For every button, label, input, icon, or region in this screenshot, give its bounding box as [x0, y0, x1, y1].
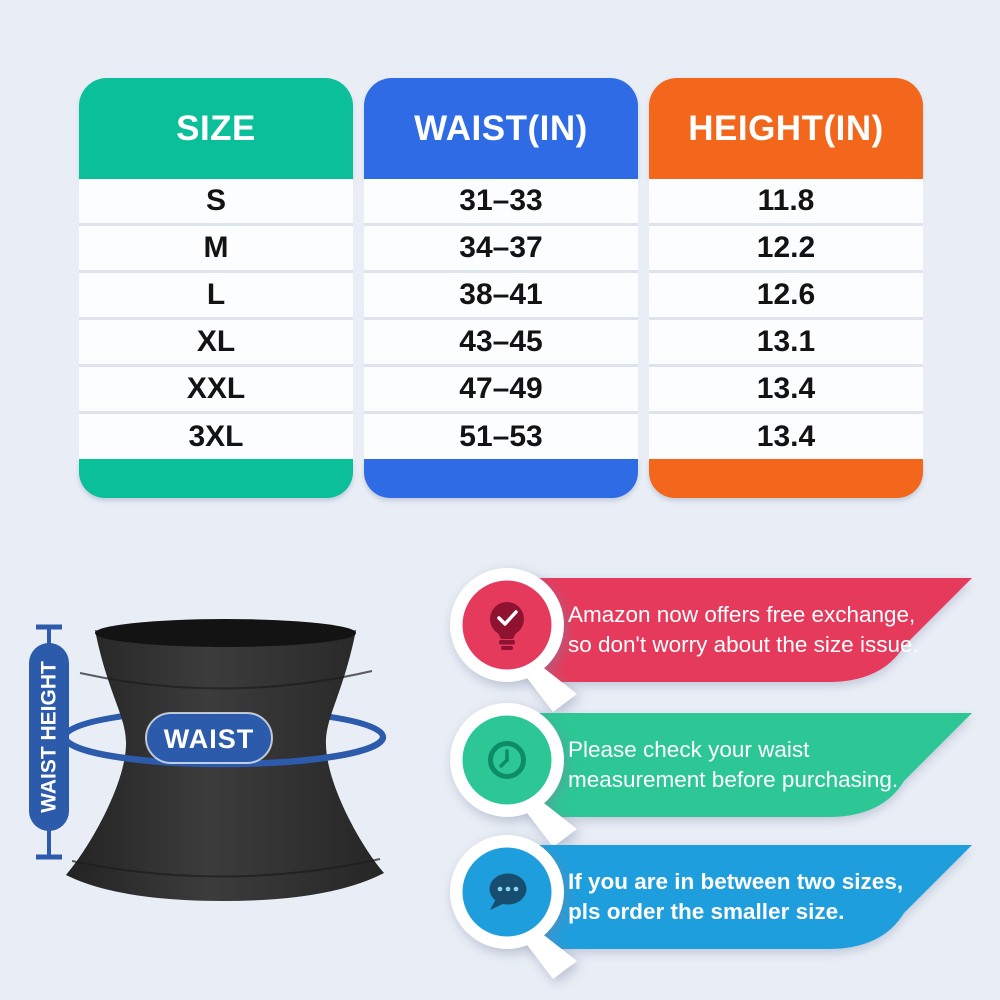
callout-between-sizes: If you are in between two sizes, pls ord…	[440, 833, 985, 983]
table-cell: 31–33	[364, 179, 638, 226]
table-cell: 11.8	[649, 179, 923, 226]
column-header-waist: WAIST(IN)	[364, 78, 638, 179]
column-footer-size	[79, 459, 353, 498]
callout-badge	[450, 703, 577, 847]
table-cell: L	[79, 273, 353, 320]
table-column-size: SIZE S M L XL XXL 3XL	[79, 78, 353, 498]
table-cell: 51–53	[459, 419, 543, 453]
seam-line-top	[79, 670, 373, 690]
table-column-height: HEIGHT(IN) 11.8 12.2 12.6 13.1 13.4 13.4	[649, 78, 923, 498]
callout-free-exchange: Amazon now offers free exchange, so don'…	[440, 566, 985, 716]
waist-height-pill	[29, 643, 69, 831]
waist-height-label: WAIST HEIGHT	[38, 661, 61, 813]
callout-text: Please check your waist measurement befo…	[568, 737, 899, 792]
table-cell: 12.6	[649, 273, 923, 320]
table-column-waist: WAIST(IN) 31–33 34–37 38–41 43–45 47–49 …	[364, 78, 638, 498]
column-footer-height	[649, 459, 923, 498]
table-cell: 13.4	[756, 419, 816, 453]
table-cell: 34–37	[364, 226, 638, 273]
callout-ribbon	[532, 713, 972, 817]
seam-line-bottom	[71, 858, 381, 878]
column-body-height: 11.8 12.2 12.6 13.1 13.4 13.4	[649, 179, 923, 459]
callout-check-measurement: Please check your waist measurement befo…	[440, 701, 985, 851]
column-header-size: SIZE	[79, 78, 353, 179]
callout-text: Amazon now offers free exchange, so don'…	[568, 602, 919, 657]
column-body-waist: 31–33 34–37 38–41 43–45 47–49 51–53	[364, 179, 638, 459]
table-cell: 3XL	[188, 419, 244, 453]
waist-label: WAIST	[164, 724, 255, 754]
clock-icon	[488, 741, 526, 779]
table-cell: S	[79, 179, 353, 226]
callout-badge	[450, 568, 577, 712]
table-cell: XL	[79, 320, 353, 367]
callout-badge	[450, 835, 577, 979]
column-footer-waist	[364, 459, 638, 498]
table-cell: 38–41	[364, 273, 638, 320]
lightbulb-check-icon	[490, 602, 524, 650]
callout-ribbon	[532, 578, 972, 682]
callout-ribbon	[532, 845, 972, 949]
chat-dots-icon	[489, 873, 527, 910]
column-header-height: HEIGHT(IN)	[649, 78, 923, 179]
table-cell: M	[79, 226, 353, 273]
table-cell: 43–45	[364, 320, 638, 367]
callout-text: If you are in between two sizes, pls ord…	[568, 869, 904, 924]
table-cell: 47–49	[364, 367, 638, 414]
table-cell: XXL	[79, 367, 353, 414]
table-cell: 12.2	[649, 226, 923, 273]
table-cell: 13.1	[649, 320, 923, 367]
column-body-size: S M L XL XXL 3XL	[79, 179, 353, 459]
table-cell: 13.4	[649, 367, 923, 414]
waist-trainer-opening	[95, 619, 356, 647]
waist-trainer-illustration: WAIST WAIST HEIGHT	[29, 619, 387, 901]
waist-label-pill	[145, 712, 273, 764]
